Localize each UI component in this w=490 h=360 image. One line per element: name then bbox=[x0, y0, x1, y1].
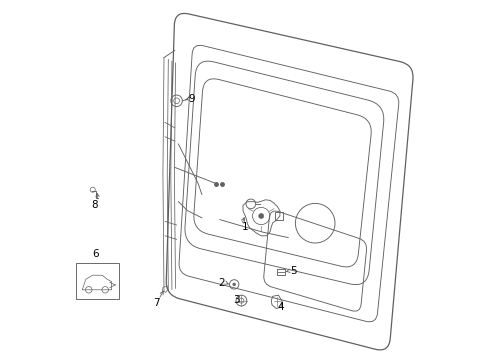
Text: 4: 4 bbox=[277, 302, 284, 312]
Text: 3: 3 bbox=[233, 294, 239, 305]
Text: 8: 8 bbox=[91, 200, 98, 210]
Text: 7: 7 bbox=[153, 298, 160, 308]
Bar bbox=[76, 263, 119, 299]
Circle shape bbox=[233, 283, 236, 286]
Text: 6: 6 bbox=[92, 249, 99, 259]
Text: 1: 1 bbox=[242, 222, 248, 232]
Text: 5: 5 bbox=[290, 266, 297, 276]
Text: 2: 2 bbox=[218, 278, 225, 288]
Circle shape bbox=[259, 213, 264, 219]
Text: 9: 9 bbox=[189, 94, 195, 104]
Bar bbox=[277, 269, 285, 275]
